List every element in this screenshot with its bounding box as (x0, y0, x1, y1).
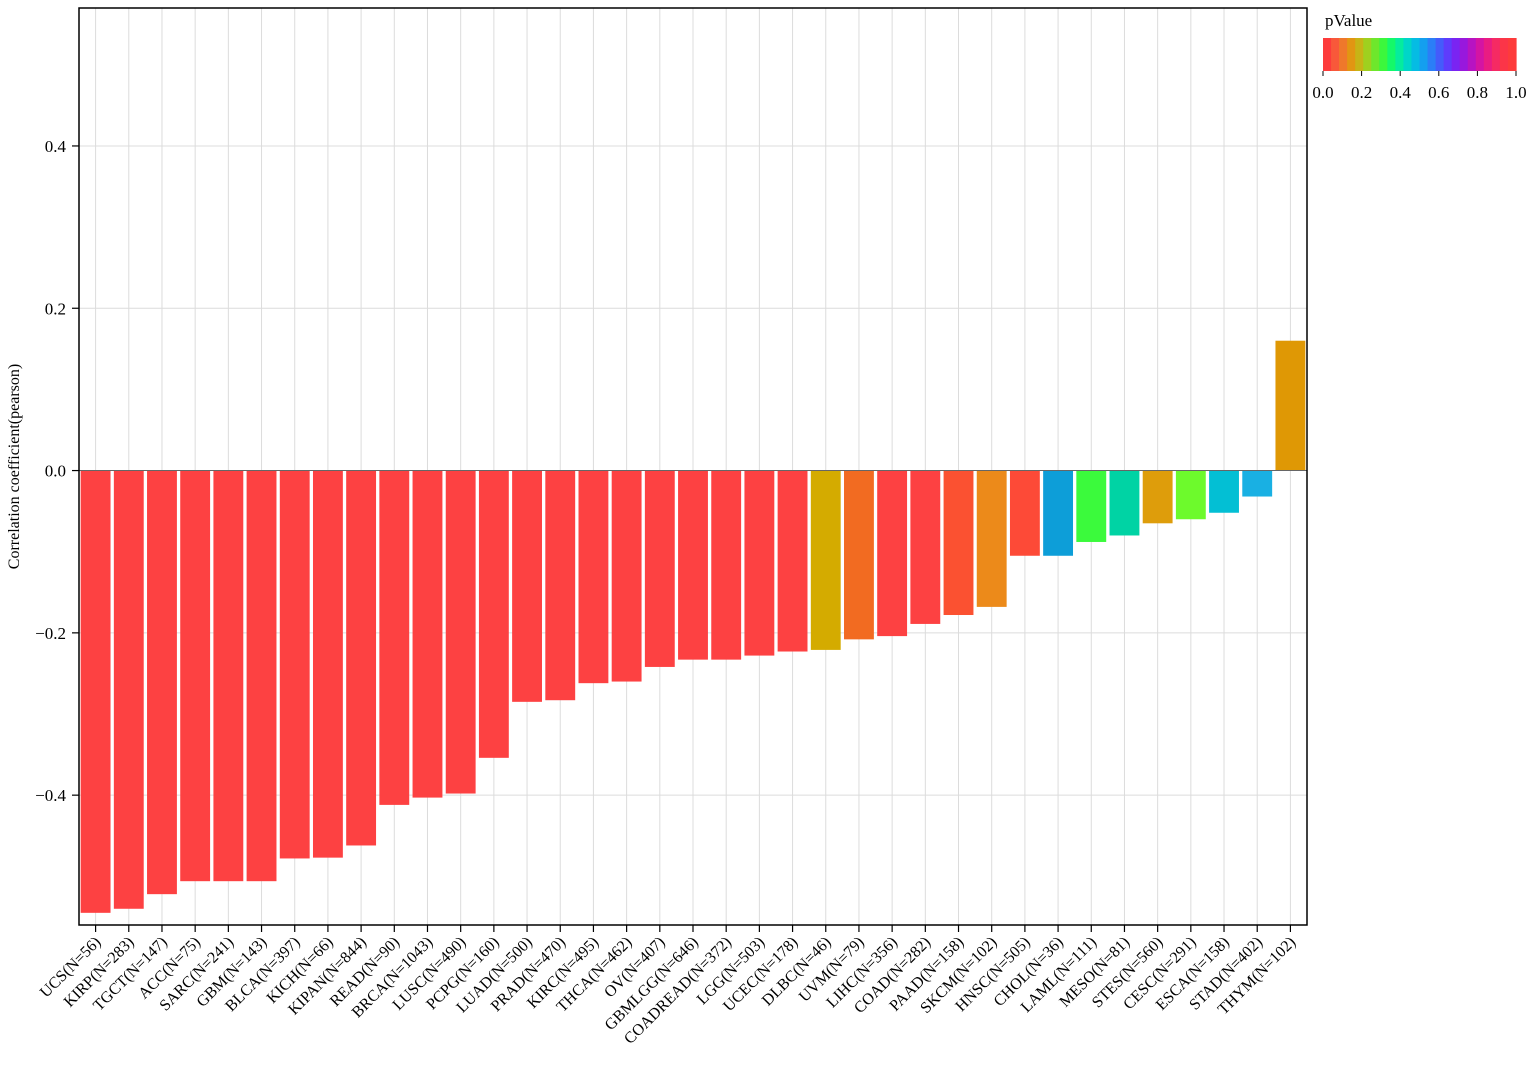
legend-tick-label: 0.4 (1390, 83, 1412, 102)
legend-swatch (1435, 38, 1445, 71)
bar-skcm (976, 470, 1007, 607)
y-axis: −0.4 −0.2 0.0 0.2 0.4 (35, 137, 79, 805)
y-tick-label: 0.2 (45, 299, 66, 318)
legend-tick-label: 0.0 (1312, 83, 1333, 102)
bar-kirp (113, 470, 144, 909)
bar-stes (1142, 470, 1173, 524)
bar-coad (910, 470, 941, 624)
legend-swatch (1491, 38, 1501, 71)
y-tick-label: −0.4 (35, 786, 66, 805)
bar-acc (180, 470, 211, 882)
bar-uvm (844, 470, 874, 640)
bar-gbmlgg (678, 470, 708, 660)
pvalue-legend: pValue 0.0 0.2 0.4 0.6 0.8 1.0 (1312, 11, 1526, 102)
y-axis-label: Correlation coefficient(pearson) (6, 364, 23, 569)
bar-meso (1109, 470, 1140, 536)
legend-swatch (1467, 38, 1477, 71)
bar-brca (412, 470, 443, 798)
bar-kirc (578, 470, 609, 684)
bar-pcpg (478, 470, 509, 758)
bar-lusc (445, 470, 476, 794)
legend-swatch (1459, 38, 1469, 71)
bar-gbm (246, 470, 277, 882)
bar-luad (512, 470, 542, 702)
legend-swatch (1339, 38, 1348, 71)
bar-hnsc (1009, 470, 1040, 556)
legend-swatch (1395, 38, 1405, 71)
y-tick-label: 0.0 (45, 462, 66, 481)
legend-swatch (1379, 38, 1388, 71)
bar-dlbc (810, 470, 841, 650)
bar-ucec (777, 470, 808, 652)
bar-laml (1076, 470, 1107, 542)
legend-swatch (1347, 38, 1356, 71)
bar-kipan (346, 470, 377, 846)
legend-swatch (1363, 38, 1372, 71)
y-tick-label: 0.4 (45, 137, 67, 156)
bar-thym (1275, 340, 1306, 471)
legend-swatch (1443, 38, 1453, 71)
legend-swatch (1411, 38, 1421, 71)
legend-title: pValue (1325, 11, 1372, 30)
legend-swatch (1499, 38, 1509, 71)
x-axis: UCS(N=56)KIRP(N=283)TGCT(N=147)ACC(N=75)… (37, 925, 1299, 1048)
legend-swatch (1427, 38, 1437, 71)
bar-stad (1242, 470, 1273, 497)
bar-thca (611, 470, 642, 682)
bar-chol (1043, 470, 1074, 556)
bar-esca (1209, 470, 1239, 513)
bar-ov (644, 470, 675, 667)
legend-swatch (1387, 38, 1396, 71)
bar-lihc (877, 470, 908, 637)
legend-swatch (1483, 38, 1493, 71)
legend-tick-label: 1.0 (1505, 83, 1526, 102)
bar-sarc (213, 470, 244, 882)
legend-swatch (1451, 38, 1461, 71)
legend-swatch (1331, 38, 1340, 71)
legend-swatch (1323, 38, 1332, 71)
legend-swatch (1355, 38, 1364, 71)
legend-tick-label: 0.8 (1467, 83, 1488, 102)
bar-kich (312, 470, 343, 858)
bar-lgg (744, 470, 775, 656)
legend-swatch (1403, 38, 1413, 71)
bar-cesc (1175, 470, 1206, 520)
bar-prad (545, 470, 576, 701)
bar-paad (943, 470, 974, 616)
legend-tick-label: 0.6 (1428, 83, 1449, 102)
bar-read (379, 470, 410, 805)
bars-layer (80, 340, 1306, 913)
bar-ucs (80, 470, 111, 913)
bar-tgct (147, 470, 177, 895)
legend-swatch (1371, 38, 1380, 71)
legend-swatch (1475, 38, 1485, 71)
bar-blca (279, 470, 310, 859)
y-tick-label: −0.2 (35, 624, 66, 643)
legend-swatch (1507, 38, 1517, 71)
legend-tick-label: 0.2 (1351, 83, 1372, 102)
legend-swatch (1419, 38, 1429, 71)
bar-coadread (711, 470, 742, 660)
